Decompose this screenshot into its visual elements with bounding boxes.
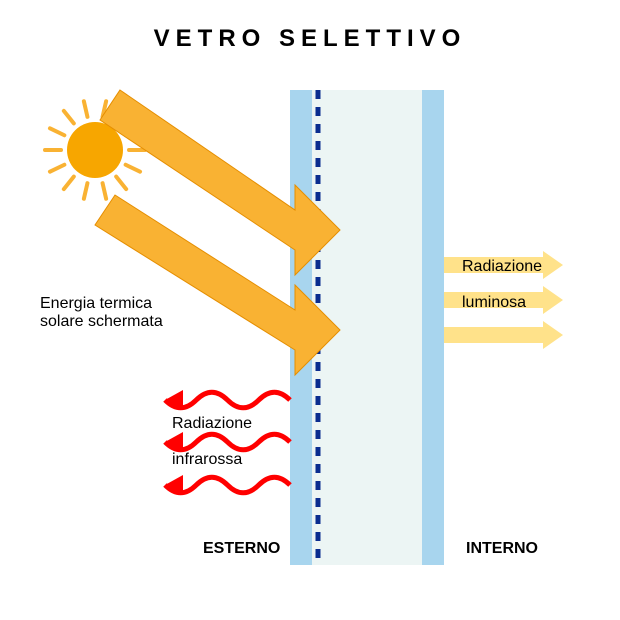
- sun-ray: [84, 101, 88, 117]
- thermal-line2: solare schermata: [40, 313, 163, 330]
- sun-ray: [64, 111, 74, 124]
- exterior-label: ESTERNO: [203, 540, 280, 558]
- sun-ray: [50, 128, 64, 135]
- luminous-line1: Radiazione: [462, 258, 542, 275]
- luminous-line2: luminosa: [462, 294, 526, 311]
- interior-label: INTERNO: [466, 540, 538, 558]
- thermal-shielded-label: Energia termica solare schermata: [40, 295, 163, 331]
- infrared-line2: infrarossa: [172, 451, 242, 468]
- infrared-wave-2: [165, 477, 290, 493]
- infrared-label: Radiazione infrarossa: [172, 415, 252, 469]
- sun-ray: [103, 183, 107, 199]
- infrared-line1: Radiazione: [172, 415, 252, 432]
- luminous-arrow-2: [444, 321, 563, 349]
- thermal-line1: Energia termica: [40, 295, 152, 312]
- sun-ray: [84, 183, 88, 199]
- sun-ray: [116, 177, 126, 190]
- sun-icon: [67, 122, 123, 178]
- infrared-wave-0: [165, 392, 290, 408]
- glass-pane-inner: [422, 90, 444, 565]
- sun-ray: [126, 165, 140, 172]
- luminous-label: Radiazione luminosa: [462, 258, 542, 312]
- sun-ray: [50, 165, 64, 172]
- sun-ray: [64, 177, 74, 190]
